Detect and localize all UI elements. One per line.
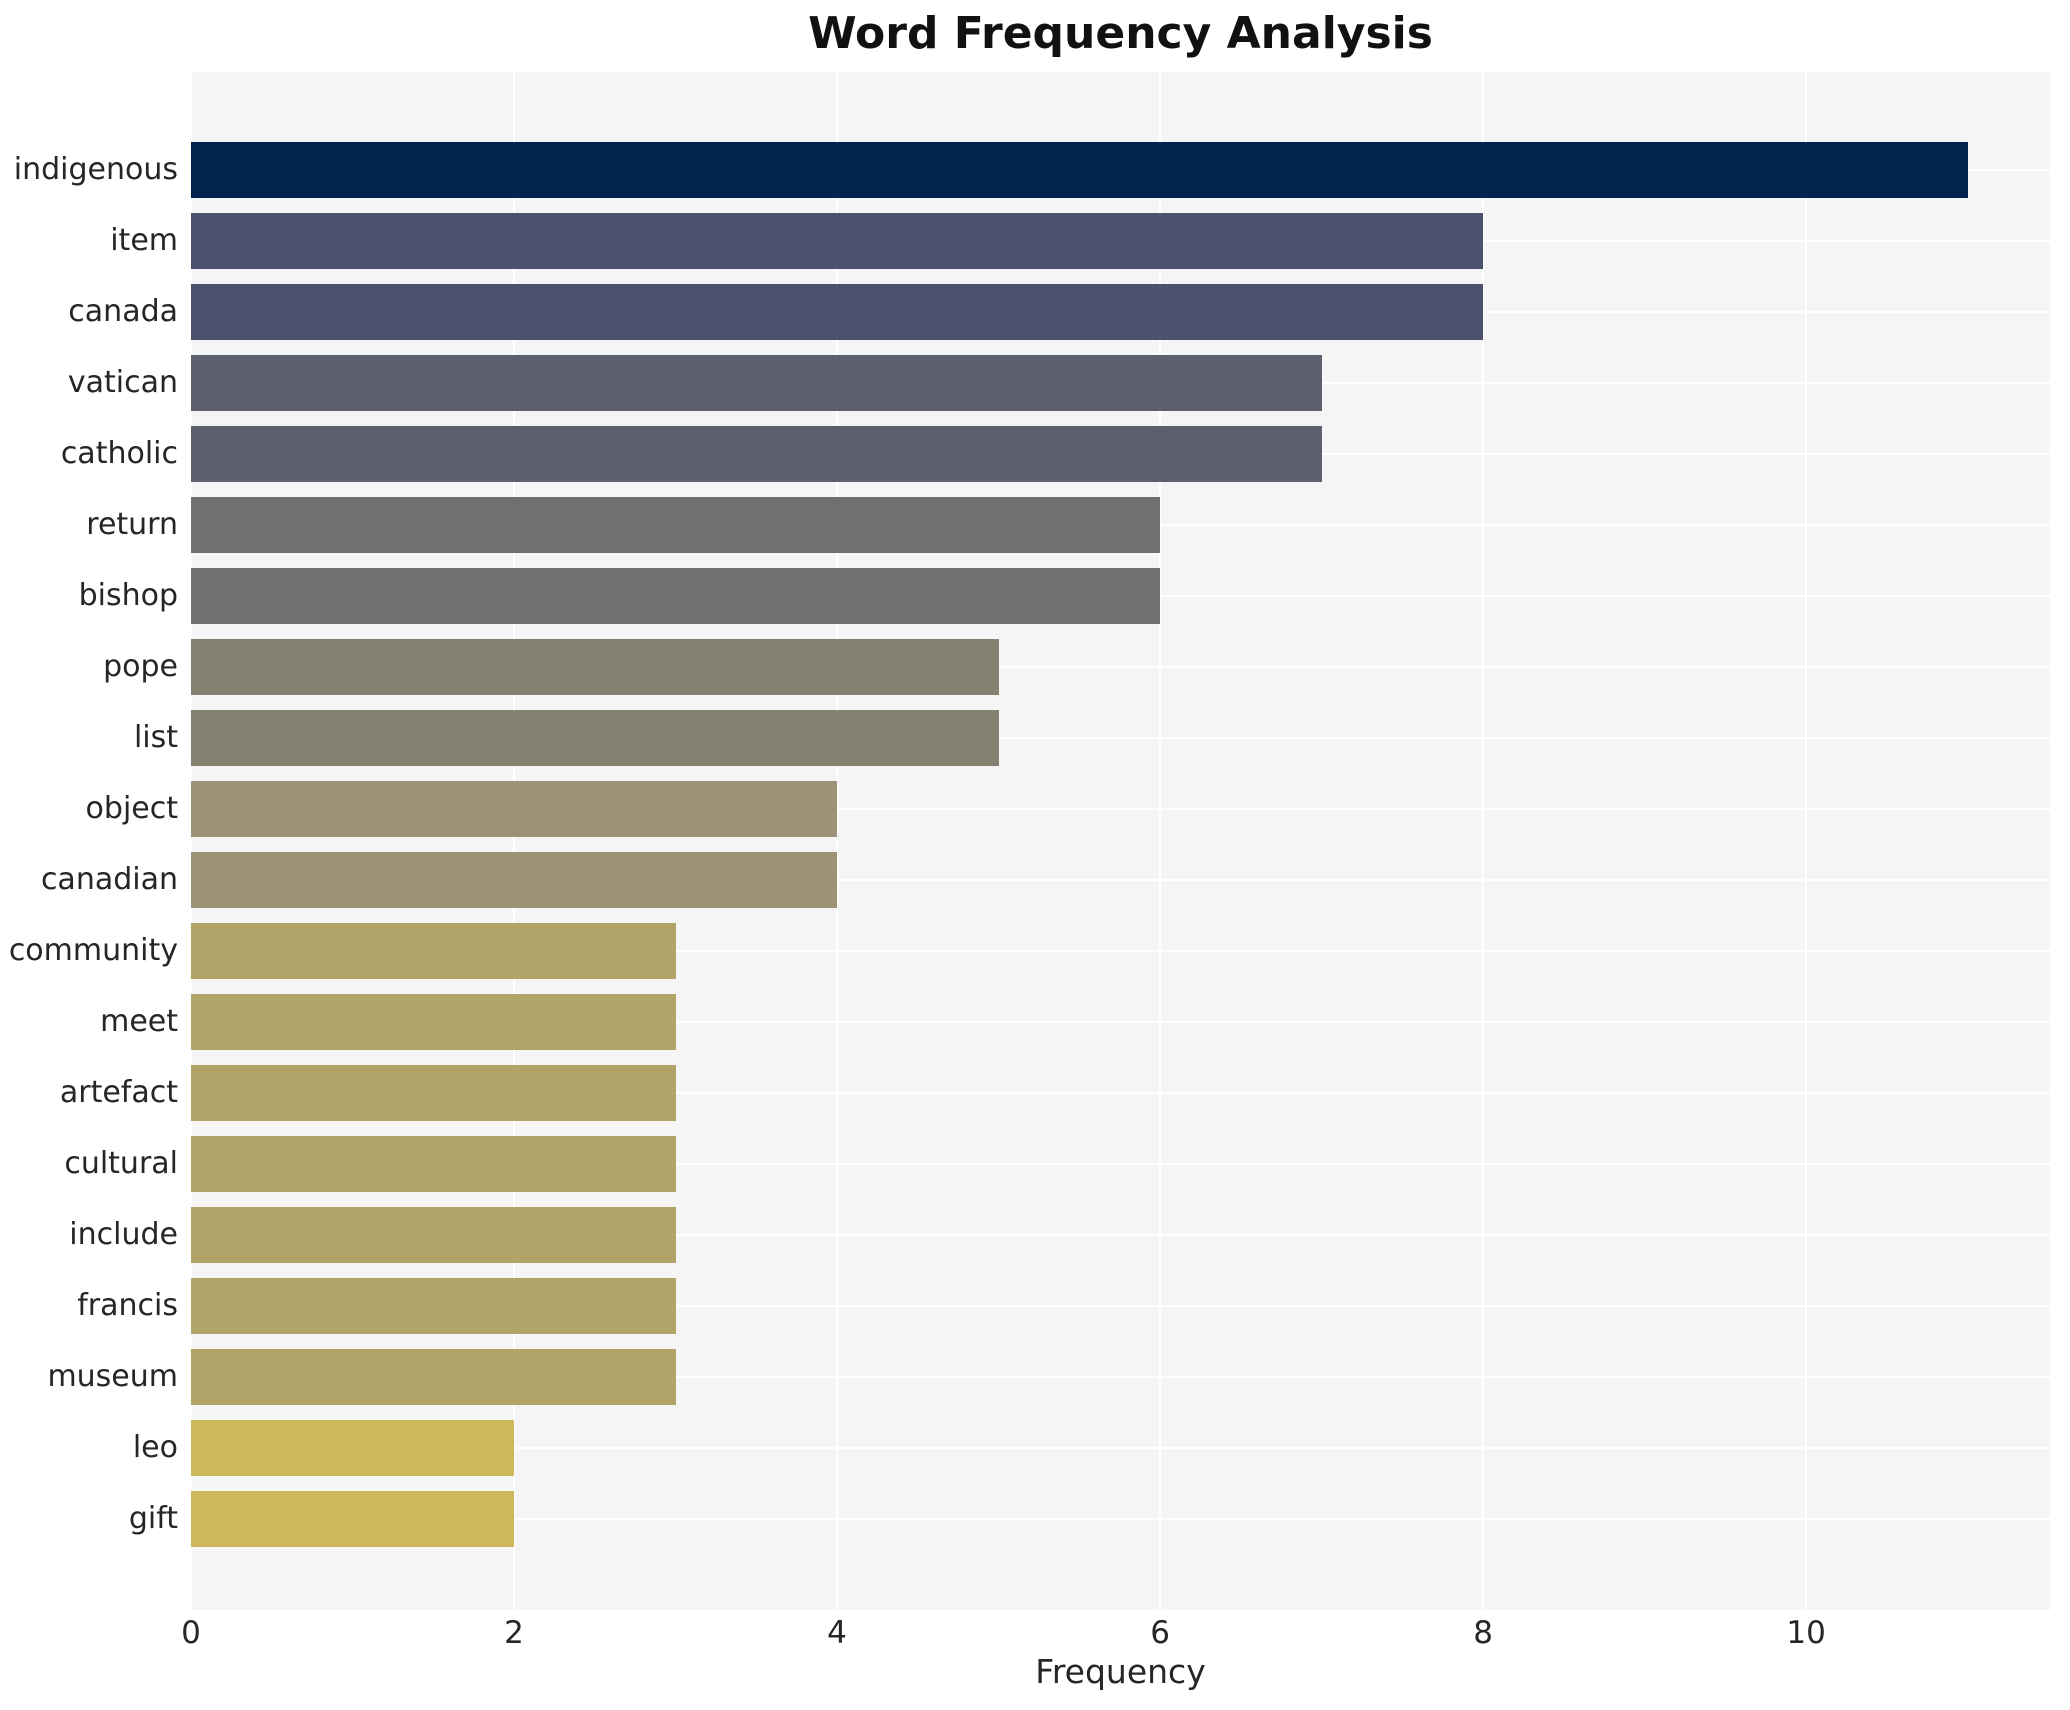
bar-meet: [191, 994, 676, 1050]
bar-list: [191, 710, 999, 766]
y-axis-label-canadian: canadian: [40, 862, 178, 897]
y-axis-label-object: object: [85, 791, 178, 826]
bar-return: [191, 497, 1161, 553]
x-tick-10: 10: [1786, 1615, 1826, 1651]
h-gridline: [191, 879, 2050, 881]
x-tick-2: 2: [504, 1615, 524, 1651]
bar-bishop: [191, 568, 1161, 624]
bar-include: [191, 1207, 676, 1263]
h-gridline: [191, 1376, 2050, 1378]
v-gridline-6: [1159, 72, 1162, 1610]
bar-cultural: [191, 1136, 676, 1192]
x-axis-label: Frequency: [1035, 1652, 1206, 1691]
bar-pope: [191, 639, 999, 695]
x-tick-8: 8: [1473, 1615, 1493, 1651]
h-gridline: [191, 1234, 2050, 1236]
y-axis-label-meet: meet: [100, 1004, 178, 1039]
h-gridline: [191, 1305, 2050, 1307]
bar-canadian: [191, 852, 838, 908]
bar-francis: [191, 1278, 676, 1334]
y-axis-label-museum: museum: [47, 1359, 178, 1394]
y-axis-label-cultural: cultural: [64, 1146, 178, 1181]
h-gridline: [191, 1518, 2050, 1520]
bar-museum: [191, 1349, 676, 1405]
x-tick-4: 4: [827, 1615, 847, 1651]
y-axis-label-community: community: [8, 933, 178, 968]
bar-leo: [191, 1420, 515, 1476]
y-axis-label-leo: leo: [132, 1430, 178, 1465]
h-gridline: [191, 1447, 2050, 1449]
bar-object: [191, 781, 838, 837]
y-axis-label-list: list: [133, 720, 178, 755]
y-axis-label-item: item: [110, 223, 178, 258]
h-gridline: [191, 666, 2050, 668]
bar-item: [191, 213, 1484, 269]
y-axis-label-pope: pope: [103, 649, 178, 684]
h-gridline: [191, 1163, 2050, 1165]
h-gridline: [191, 1021, 2050, 1023]
y-axis-label-gift: gift: [128, 1501, 178, 1536]
bar-vatican: [191, 355, 1322, 411]
v-gridline-0: [190, 72, 192, 1610]
bar-catholic: [191, 426, 1322, 482]
x-tick-0: 0: [181, 1615, 201, 1651]
h-gridline: [191, 737, 2050, 739]
y-axis-label-bishop: bishop: [78, 578, 178, 613]
y-axis-label-catholic: catholic: [60, 436, 178, 471]
y-axis-label-return: return: [86, 507, 178, 542]
h-gridline: [191, 1092, 2050, 1094]
bar-gift: [191, 1491, 515, 1547]
v-gridline-2: [513, 72, 516, 1610]
plot-area: [190, 72, 2050, 1610]
x-tick-6: 6: [1150, 1615, 1170, 1651]
y-axis-label-canada: canada: [68, 294, 178, 329]
y-axis-label-include: include: [69, 1217, 178, 1252]
y-axis-label-artefact: artefact: [59, 1075, 178, 1110]
bar-indigenous: [191, 142, 1968, 198]
y-axis-label-francis: francis: [77, 1288, 178, 1323]
v-gridline-8: [1482, 72, 1485, 1610]
y-axis-label-indigenous: indigenous: [13, 152, 178, 187]
bar-community: [191, 923, 676, 979]
v-gridline-10: [1805, 72, 1808, 1610]
h-gridline: [191, 808, 2050, 810]
chart-title: Word Frequency Analysis: [808, 8, 1433, 59]
h-gridline: [191, 950, 2050, 952]
bar-artefact: [191, 1065, 676, 1121]
v-gridline-4: [836, 72, 839, 1610]
bar-canada: [191, 284, 1484, 340]
y-axis-label-vatican: vatican: [67, 365, 178, 400]
